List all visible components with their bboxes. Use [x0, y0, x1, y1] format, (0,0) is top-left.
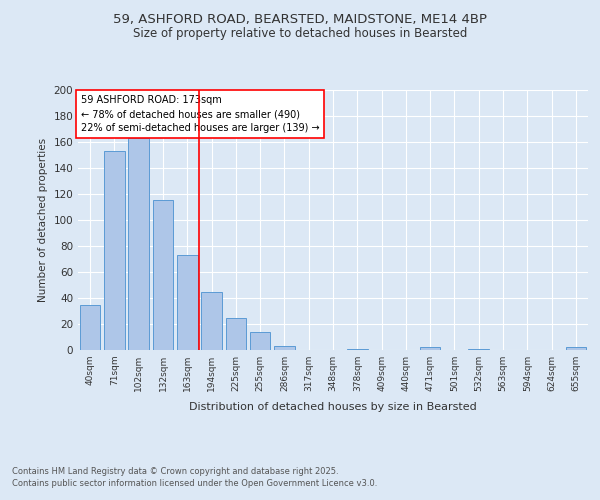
- Bar: [566, 348, 586, 350]
- Bar: [152, 200, 173, 350]
- Bar: [469, 348, 489, 350]
- Bar: [347, 348, 368, 350]
- Text: Size of property relative to detached houses in Bearsted: Size of property relative to detached ho…: [133, 28, 467, 40]
- Bar: [250, 332, 271, 350]
- Text: Contains HM Land Registry data © Crown copyright and database right 2025.
Contai: Contains HM Land Registry data © Crown c…: [12, 466, 377, 487]
- Bar: [80, 304, 100, 350]
- Bar: [177, 255, 197, 350]
- Bar: [420, 348, 440, 350]
- Y-axis label: Number of detached properties: Number of detached properties: [38, 138, 48, 302]
- Bar: [128, 138, 149, 350]
- Bar: [201, 292, 222, 350]
- Text: 59 ASHFORD ROAD: 173sqm
← 78% of detached houses are smaller (490)
22% of semi-d: 59 ASHFORD ROAD: 173sqm ← 78% of detache…: [80, 95, 319, 133]
- Text: 59, ASHFORD ROAD, BEARSTED, MAIDSTONE, ME14 4BP: 59, ASHFORD ROAD, BEARSTED, MAIDSTONE, M…: [113, 12, 487, 26]
- Bar: [226, 318, 246, 350]
- Bar: [104, 151, 125, 350]
- Bar: [274, 346, 295, 350]
- Text: Distribution of detached houses by size in Bearsted: Distribution of detached houses by size …: [189, 402, 477, 412]
